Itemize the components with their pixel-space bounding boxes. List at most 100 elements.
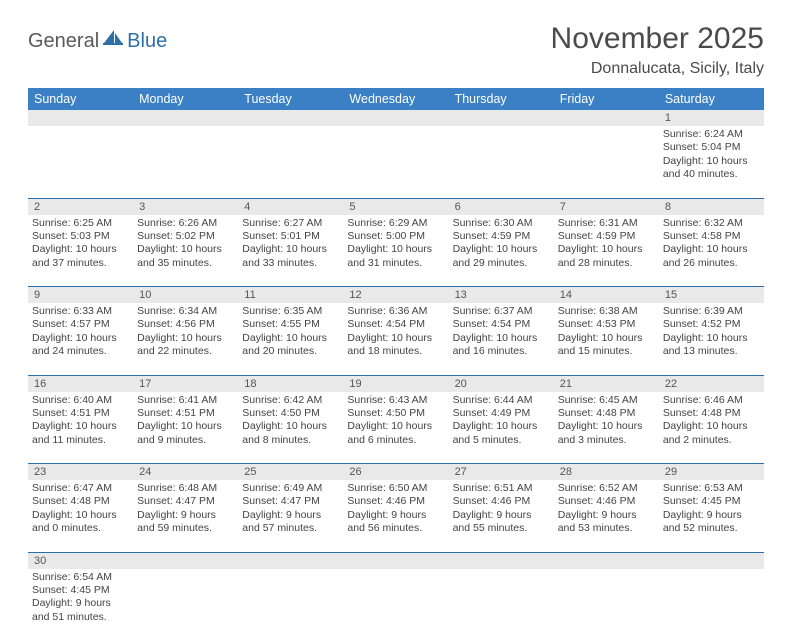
daynum-row: 23242526272829 xyxy=(28,464,764,481)
day-number xyxy=(238,110,343,126)
day-number: 30 xyxy=(28,552,133,569)
day-line: Daylight: 10 hours xyxy=(663,332,760,345)
day-line: Daylight: 10 hours xyxy=(137,243,234,256)
day-number: 7 xyxy=(554,198,659,215)
day-line: Sunrise: 6:27 AM xyxy=(242,217,339,230)
day-line: Sunrise: 6:38 AM xyxy=(558,305,655,318)
day-number: 22 xyxy=(659,375,764,392)
day-number: 23 xyxy=(28,464,133,481)
day-number: 16 xyxy=(28,375,133,392)
day-line: Sunrise: 6:53 AM xyxy=(663,482,760,495)
day-cell: Sunrise: 6:27 AMSunset: 5:01 PMDaylight:… xyxy=(238,215,343,287)
day-line: and 37 minutes. xyxy=(32,257,129,270)
day-line: Daylight: 10 hours xyxy=(558,243,655,256)
weekday-header: Friday xyxy=(554,88,659,110)
day-line: Sunrise: 6:52 AM xyxy=(558,482,655,495)
day-line: and 28 minutes. xyxy=(558,257,655,270)
day-cell: Sunrise: 6:29 AMSunset: 5:00 PMDaylight:… xyxy=(343,215,448,287)
day-line: Daylight: 9 hours xyxy=(137,509,234,522)
day-line: Sunset: 4:54 PM xyxy=(347,318,444,331)
calendar-table: Sunday Monday Tuesday Wednesday Thursday… xyxy=(28,88,764,641)
day-cell: Sunrise: 6:32 AMSunset: 4:58 PMDaylight:… xyxy=(659,215,764,287)
day-cell xyxy=(449,126,554,198)
day-line: Sunrise: 6:37 AM xyxy=(453,305,550,318)
day-cell: Sunrise: 6:52 AMSunset: 4:46 PMDaylight:… xyxy=(554,480,659,552)
daynum-row: 16171819202122 xyxy=(28,375,764,392)
dayinfo-row: Sunrise: 6:40 AMSunset: 4:51 PMDaylight:… xyxy=(28,392,764,464)
day-line: Daylight: 10 hours xyxy=(453,420,550,433)
day-line: and 2 minutes. xyxy=(663,434,760,447)
day-number: 14 xyxy=(554,287,659,304)
day-line: Sunrise: 6:46 AM xyxy=(663,394,760,407)
day-line: and 6 minutes. xyxy=(347,434,444,447)
day-line: and 8 minutes. xyxy=(242,434,339,447)
day-cell xyxy=(238,126,343,198)
day-line: Sunrise: 6:36 AM xyxy=(347,305,444,318)
day-line: Sunset: 4:55 PM xyxy=(242,318,339,331)
day-line: Daylight: 9 hours xyxy=(663,509,760,522)
calendar-page: General Blue November 2025 Donnalucata, … xyxy=(0,0,792,641)
day-line: and 59 minutes. xyxy=(137,522,234,535)
day-line: and 15 minutes. xyxy=(558,345,655,358)
day-line: and 53 minutes. xyxy=(558,522,655,535)
day-line: Sunrise: 6:43 AM xyxy=(347,394,444,407)
month-title: November 2025 xyxy=(551,22,764,56)
day-line: and 18 minutes. xyxy=(347,345,444,358)
day-line: Sunset: 4:51 PM xyxy=(32,407,129,420)
day-number xyxy=(659,552,764,569)
day-line: Sunset: 4:58 PM xyxy=(663,230,760,243)
day-number: 24 xyxy=(133,464,238,481)
day-cell: Sunrise: 6:41 AMSunset: 4:51 PMDaylight:… xyxy=(133,392,238,464)
day-line: Daylight: 10 hours xyxy=(32,332,129,345)
daynum-row: 2345678 xyxy=(28,198,764,215)
sail-icon xyxy=(102,28,124,51)
day-cell: Sunrise: 6:25 AMSunset: 5:03 PMDaylight:… xyxy=(28,215,133,287)
day-line: Sunset: 5:02 PM xyxy=(137,230,234,243)
day-cell xyxy=(343,126,448,198)
day-line: Sunrise: 6:39 AM xyxy=(663,305,760,318)
day-cell xyxy=(659,569,764,641)
day-number xyxy=(28,110,133,126)
day-cell: Sunrise: 6:38 AMSunset: 4:53 PMDaylight:… xyxy=(554,303,659,375)
day-cell: Sunrise: 6:48 AMSunset: 4:47 PMDaylight:… xyxy=(133,480,238,552)
day-line: Sunrise: 6:49 AM xyxy=(242,482,339,495)
day-cell: Sunrise: 6:26 AMSunset: 5:02 PMDaylight:… xyxy=(133,215,238,287)
day-line: Daylight: 10 hours xyxy=(663,155,760,168)
day-line: Sunrise: 6:51 AM xyxy=(453,482,550,495)
day-line: Sunrise: 6:50 AM xyxy=(347,482,444,495)
day-cell xyxy=(554,126,659,198)
day-cell: Sunrise: 6:49 AMSunset: 4:47 PMDaylight:… xyxy=(238,480,343,552)
day-cell xyxy=(554,569,659,641)
day-line: Daylight: 10 hours xyxy=(663,420,760,433)
day-number: 4 xyxy=(238,198,343,215)
day-line: Sunset: 4:59 PM xyxy=(453,230,550,243)
weekday-header: Monday xyxy=(133,88,238,110)
day-line: and 52 minutes. xyxy=(663,522,760,535)
day-cell: Sunrise: 6:35 AMSunset: 4:55 PMDaylight:… xyxy=(238,303,343,375)
day-line: and 29 minutes. xyxy=(453,257,550,270)
day-cell: Sunrise: 6:45 AMSunset: 4:48 PMDaylight:… xyxy=(554,392,659,464)
day-line: Sunset: 4:47 PM xyxy=(242,495,339,508)
daynum-row: 9101112131415 xyxy=(28,287,764,304)
day-line: Daylight: 10 hours xyxy=(242,420,339,433)
day-line: and 40 minutes. xyxy=(663,168,760,181)
day-line: Sunset: 4:48 PM xyxy=(32,495,129,508)
day-line: and 33 minutes. xyxy=(242,257,339,270)
day-line: Daylight: 10 hours xyxy=(558,420,655,433)
day-line: Daylight: 10 hours xyxy=(242,332,339,345)
day-cell: Sunrise: 6:47 AMSunset: 4:48 PMDaylight:… xyxy=(28,480,133,552)
day-cell xyxy=(238,569,343,641)
day-line: Daylight: 10 hours xyxy=(137,420,234,433)
day-line: Sunrise: 6:32 AM xyxy=(663,217,760,230)
day-line: and 22 minutes. xyxy=(137,345,234,358)
day-line: Sunset: 5:04 PM xyxy=(663,141,760,154)
day-line: Sunrise: 6:24 AM xyxy=(663,128,760,141)
day-line: and 31 minutes. xyxy=(347,257,444,270)
day-number: 28 xyxy=(554,464,659,481)
weekday-header: Wednesday xyxy=(343,88,448,110)
day-line: and 20 minutes. xyxy=(242,345,339,358)
day-line: Daylight: 10 hours xyxy=(137,332,234,345)
day-line: Sunrise: 6:34 AM xyxy=(137,305,234,318)
day-line: Sunset: 5:01 PM xyxy=(242,230,339,243)
day-line: Sunrise: 6:31 AM xyxy=(558,217,655,230)
